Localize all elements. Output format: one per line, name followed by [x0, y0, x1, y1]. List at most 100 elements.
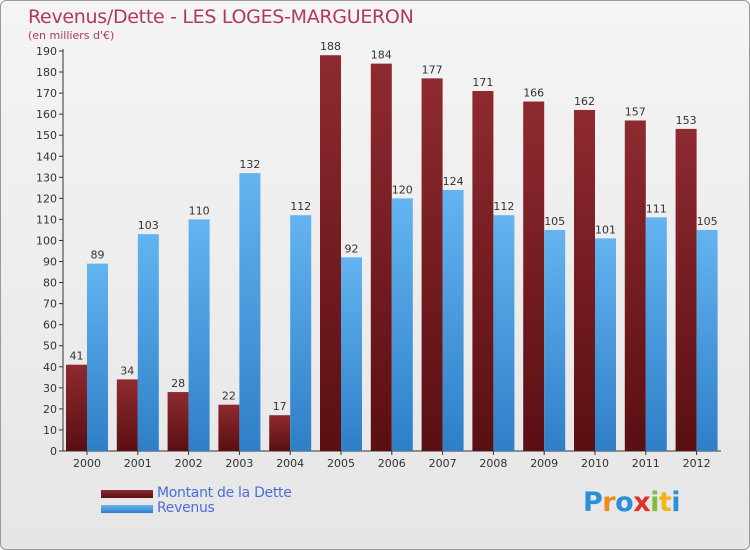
- bar-dette: [421, 78, 443, 452]
- bar-dette: [523, 101, 545, 452]
- data-label-dette: 162: [574, 95, 595, 108]
- bar-dette: [574, 109, 595, 452]
- data-label-revenus: 110: [189, 204, 210, 217]
- chart-title: Revenus/Dette - LES LOGES-MARGUERON: [28, 6, 414, 28]
- data-label-revenus: 132: [239, 158, 260, 171]
- x-tick-label: 2007: [429, 457, 457, 470]
- bar-dette: [320, 55, 341, 452]
- data-label-revenus: 120: [392, 183, 413, 196]
- bar-revenus: [493, 215, 515, 451]
- bar-dette: [116, 379, 138, 451]
- legend-swatch-dette: [101, 490, 153, 498]
- legend-swatch-revenus: [101, 505, 153, 513]
- bar-dette: [167, 392, 189, 451]
- data-label-dette: 166: [523, 87, 544, 100]
- data-label-dette: 184: [371, 49, 392, 62]
- logo-letter: t: [658, 487, 672, 518]
- y-tick-label: 70: [43, 298, 57, 311]
- bars: [66, 55, 718, 452]
- data-label-revenus: 112: [493, 200, 514, 213]
- bar-revenus: [442, 189, 464, 451]
- legend-label-revenus: Revenus: [157, 500, 215, 516]
- data-label-revenus: 105: [697, 215, 718, 228]
- bar-dette: [269, 415, 291, 451]
- y-tick-label: 170: [36, 87, 57, 100]
- bar-revenus: [290, 215, 312, 451]
- data-label-revenus: 105: [544, 215, 565, 228]
- proxiti-logo: Proxiti: [583, 487, 681, 518]
- bar-revenus: [341, 257, 362, 451]
- y-tick-label: 40: [43, 361, 57, 374]
- data-label-revenus: 101: [595, 223, 616, 236]
- bar-dette: [66, 364, 87, 451]
- data-label-dette: 171: [472, 76, 493, 89]
- y-tick-label: 110: [36, 213, 57, 226]
- y-tick-label: 150: [36, 129, 57, 142]
- data-label-revenus: 112: [290, 200, 311, 213]
- bar-dette: [624, 120, 646, 451]
- x-tick-label: 2012: [683, 457, 711, 470]
- logo-letter: r: [602, 487, 616, 518]
- y-tick-label: 30: [43, 382, 57, 395]
- data-label-dette: 188: [320, 40, 341, 53]
- x-tick-label: 2008: [479, 457, 507, 470]
- data-labels: 41 89 34 103 28 110 22 132 17 112 188 92 184 120 177 12…: [70, 40, 718, 413]
- x-tick-label: 2006: [378, 457, 406, 470]
- x-tick-label: 2009: [530, 457, 558, 470]
- data-label-revenus: 111: [646, 202, 667, 215]
- data-label-revenus: 124: [443, 175, 464, 188]
- y-tick-label: 130: [36, 171, 57, 184]
- data-label-dette: 41: [70, 350, 84, 363]
- logo-letter: x: [633, 487, 651, 518]
- y-tick-label: 60: [43, 319, 57, 332]
- data-label-dette: 153: [676, 114, 697, 127]
- bar-revenus: [696, 229, 718, 451]
- data-label-dette: 22: [222, 390, 236, 403]
- bar-revenus: [544, 229, 566, 451]
- y-tick-label: 140: [36, 150, 57, 163]
- logo-letter: i: [671, 487, 681, 518]
- data-label-revenus: 92: [345, 242, 359, 255]
- y-tick-label: 190: [36, 45, 57, 58]
- bar-dette: [370, 63, 392, 451]
- legend-label-dette: Montant de la Dette: [157, 485, 292, 501]
- data-label-revenus: 89: [91, 249, 105, 262]
- y-tick-label: 160: [36, 108, 57, 121]
- bar-dette: [675, 128, 697, 451]
- x-tick-label: 2002: [175, 457, 203, 470]
- bar-revenus: [645, 217, 667, 451]
- x-tick-label: 2003: [225, 457, 253, 470]
- data-label-dette: 34: [120, 364, 134, 377]
- data-label-revenus: 103: [138, 219, 159, 232]
- y-tick-label: 10: [43, 424, 57, 437]
- chart-subtitle: (en milliers d'€): [28, 29, 115, 42]
- bar-dette: [472, 91, 494, 451]
- x-tick-label: 2011: [632, 457, 660, 470]
- bar-revenus: [391, 198, 413, 451]
- y-tick-label: 50: [43, 340, 57, 353]
- x-tick-label: 2000: [73, 457, 101, 470]
- y-tick-label: 90: [43, 256, 57, 269]
- logo-letter: P: [583, 487, 603, 518]
- x-tick-label: 2001: [124, 457, 152, 470]
- y-tick-label: 80: [43, 277, 57, 290]
- bar-revenus: [595, 238, 616, 451]
- y-tick-label: 100: [36, 234, 57, 247]
- bar-dette: [218, 404, 240, 451]
- data-label-dette: 17: [273, 400, 287, 413]
- y-tick-label: 120: [36, 192, 57, 205]
- x-tick-label: 2004: [276, 457, 304, 470]
- x-tick-label: 2005: [327, 457, 355, 470]
- y-tick-label: 180: [36, 66, 57, 79]
- data-label-dette: 157: [625, 105, 646, 118]
- logo-letter: o: [615, 487, 634, 518]
- bar-revenus: [87, 263, 108, 451]
- bar-revenus: [239, 173, 261, 451]
- logo-letter: i: [650, 487, 659, 518]
- bar-revenus: [188, 219, 210, 451]
- y-tick-label: 20: [43, 403, 57, 416]
- x-tick-label: 2010: [581, 457, 609, 470]
- data-label-dette: 177: [422, 63, 443, 76]
